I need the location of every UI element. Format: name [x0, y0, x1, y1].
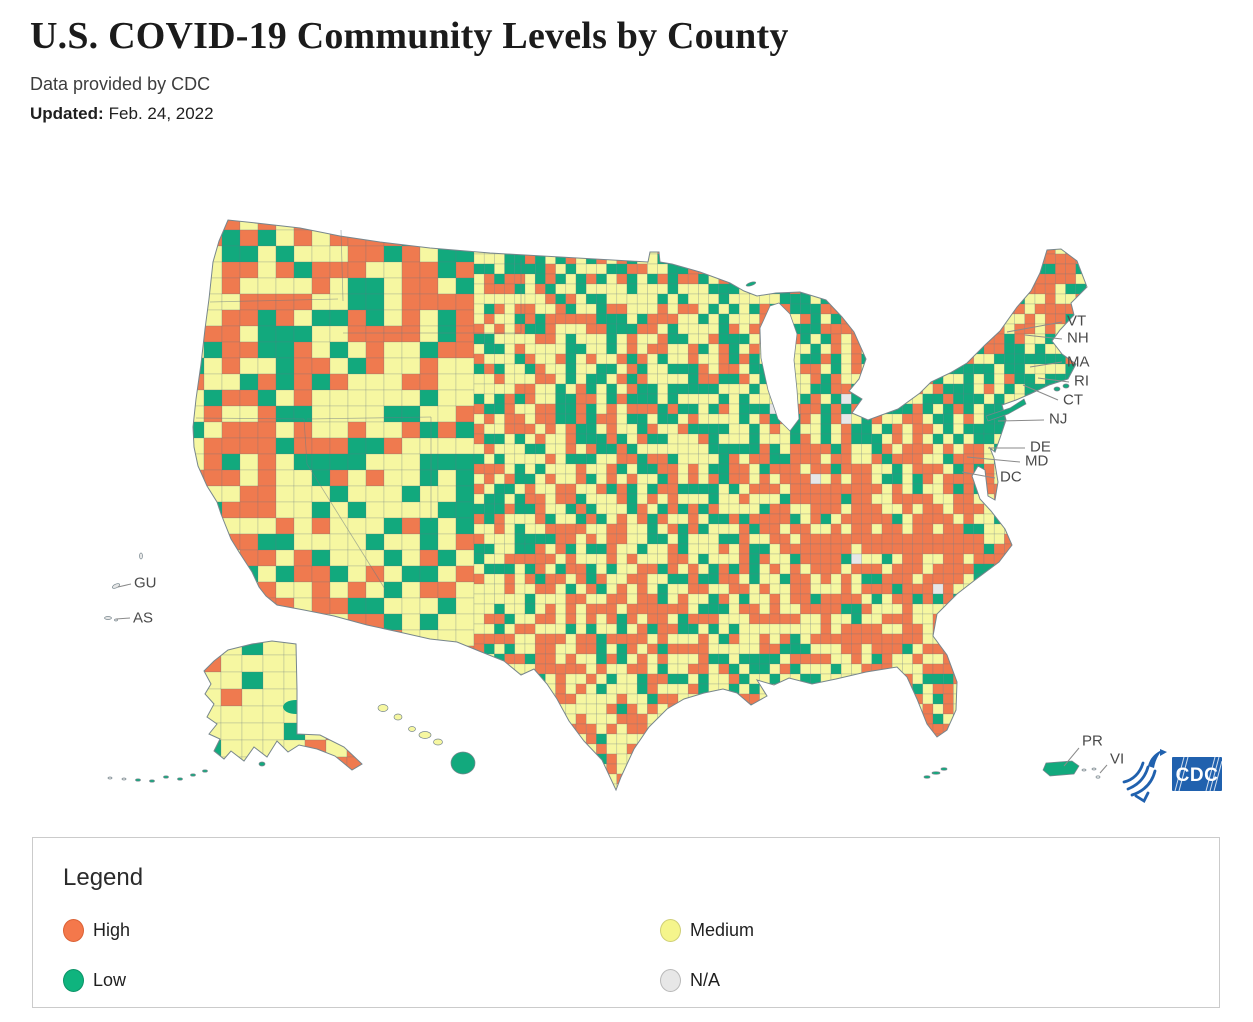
header: U.S. COVID-19 Community Levels by County…: [30, 0, 789, 124]
region-label-nj: NJ: [1049, 411, 1067, 428]
legend-item-medium: Medium: [660, 919, 1189, 942]
alaska-outline: [203, 640, 363, 771]
data-source-line: Data provided by CDC: [30, 74, 211, 94]
legend-items: High Medium Low N/A: [63, 919, 1189, 992]
continental-us-outline: [192, 219, 1088, 792]
legend-item-low: Low: [63, 969, 660, 992]
florida-keys: [923, 767, 948, 779]
hhs-eagle-logo: [1122, 749, 1167, 804]
leader-line-vt: [1006, 321, 1063, 333]
puerto-rico: [1042, 760, 1080, 777]
legend-label: Medium: [690, 920, 755, 940]
leader-line-pr: [1063, 747, 1080, 767]
legend-swatch-na: [660, 969, 681, 992]
alaska-county-cells: [204, 641, 362, 770]
updated-label: Updated:: [30, 104, 104, 123]
county-cells: [193, 220, 1087, 790]
virgin-islands: [1081, 767, 1101, 779]
leader-line-nj: [997, 419, 1045, 422]
leader-line-vi: [1099, 764, 1108, 774]
region-label-nh: NH: [1067, 330, 1089, 347]
region-label-vi: VI: [1110, 751, 1124, 768]
legend-title: Legend: [63, 864, 144, 891]
updated-date: Feb. 24, 2022: [108, 104, 214, 123]
region-label-as: AS: [133, 610, 153, 627]
american-samoa-islands: [104, 616, 118, 622]
legend-label: Low: [93, 970, 127, 990]
guam-island: [111, 552, 143, 589]
region-label-ct: CT: [1063, 392, 1083, 409]
legend-swatch-medium: [660, 919, 681, 942]
legend-label: N/A: [690, 970, 721, 990]
leader-line-md: [966, 456, 1021, 463]
leader-line-ma: [1029, 361, 1063, 368]
new-england-islands: [1053, 383, 1070, 392]
region-label-ri: RI: [1074, 373, 1089, 390]
leader-line-ri: [1037, 377, 1070, 383]
leader-line-ct: [1022, 384, 1059, 401]
leader-line-gu: [117, 583, 132, 588]
region-label-ma: MA: [1067, 354, 1090, 371]
region-label-vt: VT: [1067, 313, 1086, 330]
region-label-pr: PR: [1082, 733, 1103, 750]
updated-line: Updated: Feb. 24, 2022: [30, 104, 789, 124]
legend-panel: Legend High Medium Low N/A: [32, 837, 1220, 1008]
hawaii-islands: [377, 704, 476, 775]
lake-michigan: [759, 302, 800, 432]
legend-swatch-high: [63, 919, 84, 942]
leader-line-dc: [961, 471, 996, 479]
alaska-green-borough: [283, 700, 309, 714]
region-label-dc: DC: [1000, 469, 1022, 486]
isle-royale: [745, 281, 757, 287]
leader-line-as: [115, 617, 131, 620]
legend-item-high: High: [63, 919, 660, 942]
aleutian-islands: [107, 761, 266, 783]
cdc-logo: CDC: [1172, 756, 1223, 792]
legend-item-na: N/A: [660, 969, 1189, 992]
state-borders: [195, 229, 522, 590]
legend-label: High: [93, 920, 131, 940]
leader-line-nh: [1024, 334, 1063, 340]
region-label-gu: GU: [134, 575, 157, 592]
region-label-de: DE: [1030, 439, 1051, 456]
long-island: [985, 398, 1027, 422]
page-title: U.S. COVID-19 Community Levels by County: [30, 15, 789, 57]
region-label-md: MD: [1025, 453, 1048, 470]
legend-swatch-low: [63, 969, 84, 992]
cdc-logo-text: CDC: [1176, 765, 1219, 786]
